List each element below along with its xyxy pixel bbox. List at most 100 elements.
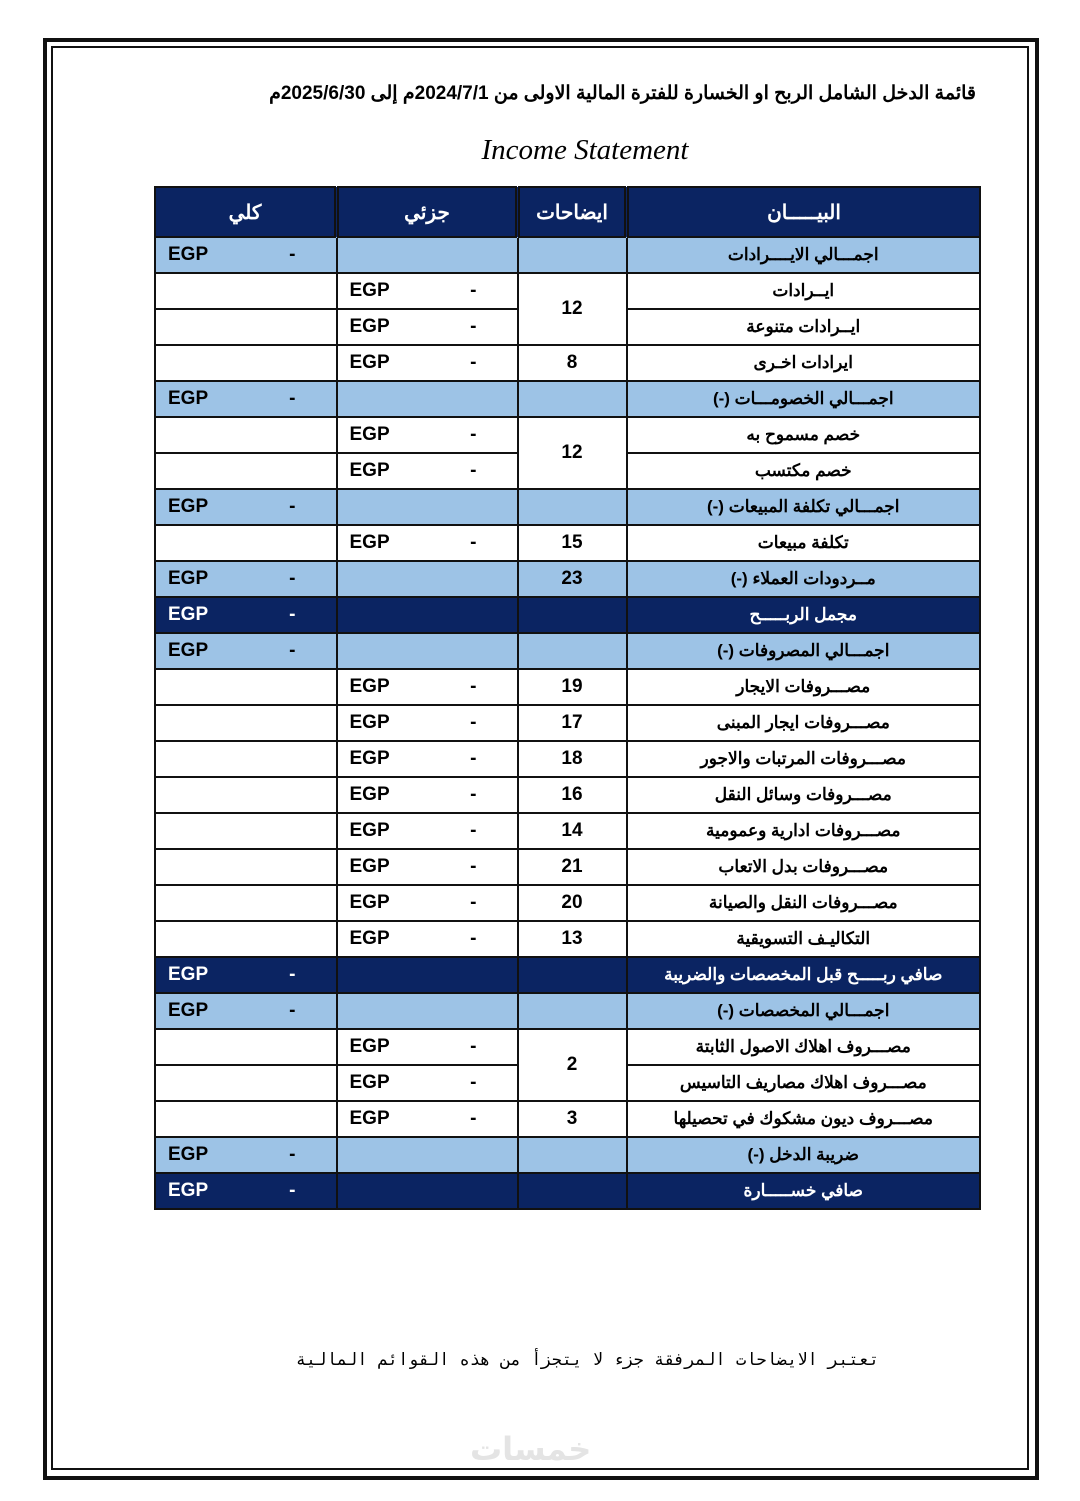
juzi-cell: EGP -: [335, 740, 519, 778]
description-cell: اجمـــالي الخصومـــات (-): [625, 380, 981, 418]
amount-value: -: [470, 1072, 477, 1093]
table-row: EGP - مجمل الربـــــح: [154, 596, 981, 634]
juzi-cell: EGP -: [335, 776, 519, 814]
note-cell: [516, 992, 628, 1030]
table-row: EGP - 23 مــردودات العملاء (-): [154, 560, 981, 598]
juzi-cell: [335, 1172, 519, 1210]
note-cell: 19: [516, 668, 628, 706]
note-cell: [516, 956, 628, 994]
description-cell: مصـــروفات النقل والصيانة: [625, 884, 981, 922]
table-row: EGP - اجمـــالي الايــــرادات: [154, 236, 981, 274]
juzi-cell: EGP -: [335, 1100, 519, 1138]
amount-value: -: [470, 316, 477, 337]
table-row: EGP - اجمـــالي المخصصات (-): [154, 992, 981, 1030]
description-cell: مصـــروفات بدل الاتعاب: [625, 848, 981, 886]
description-cell: مــردودات العملاء (-): [625, 560, 981, 598]
currency-label: EGP: [168, 1000, 209, 1021]
note-cell: 13: [516, 920, 628, 958]
kolli-cell: [154, 344, 338, 382]
description-cell: ايــرادات: [625, 272, 981, 310]
currency-label: EGP: [349, 712, 390, 733]
juzi-cell: EGP -: [335, 452, 519, 490]
table-row: EGP - ايــرادات متنوعة: [154, 308, 981, 346]
juzi-cell: EGP -: [335, 524, 519, 562]
note-cell: [516, 380, 628, 418]
kolli-cell: [154, 452, 338, 490]
juzi-cell: [335, 380, 519, 418]
amount-value: -: [470, 928, 477, 949]
amount-value: -: [470, 424, 477, 445]
amount-value: -: [470, 1036, 477, 1057]
description-cell: مصـــروفات ادارية وعمومية: [625, 812, 981, 850]
currency-label: EGP: [168, 388, 209, 409]
amount-value: -: [470, 712, 477, 733]
description-cell: مصـــروفات المرتبات والاجور: [625, 740, 981, 778]
currency-label: EGP: [349, 532, 390, 553]
amount-value: -: [470, 1108, 477, 1129]
kolli-cell: [154, 272, 338, 310]
table-row: EGP - 21 مصـــروفات بدل الاتعاب: [154, 848, 981, 886]
amount-value: -: [470, 280, 477, 301]
table-row: EGP - 3 مصـــروف ديون مشكوك في تحصيلها: [154, 1100, 981, 1138]
juzi-cell: EGP -: [335, 272, 519, 310]
currency-label: EGP: [349, 316, 390, 337]
table-row: EGP - 20 مصـــروفات النقل والصيانة: [154, 884, 981, 922]
income-statement-table: كلي جزئي ايضاحات البيـــــان EGP - اجمـــا…: [154, 186, 981, 1210]
currency-label: EGP: [168, 1180, 209, 1201]
currency-label: EGP: [168, 496, 209, 517]
currency-label: EGP: [168, 964, 209, 985]
table-row: EGP - 18 مصـــروفات المرتبات والاجور: [154, 740, 981, 778]
amount-value: -: [470, 856, 477, 877]
description-cell: خصم مسموح به: [625, 416, 981, 454]
statement-subtitle: Income Statement: [481, 134, 689, 166]
juzi-cell: EGP -: [335, 668, 519, 706]
description-cell: اجمـــالي الايــــرادات: [625, 236, 981, 274]
table-row: EGP - 14 مصـــروفات ادارية وعمومية: [154, 812, 981, 850]
kolli-cell: EGP -: [154, 632, 338, 670]
amount-value: -: [470, 352, 477, 373]
kolli-cell: [154, 524, 338, 562]
juzi-cell: EGP -: [335, 884, 519, 922]
kolli-cell: [154, 308, 338, 346]
table-row: EGP - اجمـــالي تكلفة المبيعات (-): [154, 488, 981, 526]
note-cell: 3: [516, 1100, 628, 1138]
amount-value: -: [289, 604, 296, 625]
table-row: EGP - 19 مصـــروفات الايجار: [154, 668, 981, 706]
kolli-cell: [154, 920, 338, 958]
amount-value: -: [470, 532, 477, 553]
currency-label: EGP: [349, 460, 390, 481]
currency-label: EGP: [349, 856, 390, 877]
amount-value: -: [289, 1144, 296, 1165]
note-cell: 2: [516, 1028, 628, 1102]
note-cell: [516, 632, 628, 670]
juzi-cell: [335, 956, 519, 994]
description-cell: مصـــروفات الايجار: [625, 668, 981, 706]
kolli-cell: [154, 668, 338, 706]
kolli-cell: EGP -: [154, 236, 338, 274]
juzi-cell: [335, 488, 519, 526]
amount-value: -: [470, 676, 477, 697]
juzi-cell: EGP -: [335, 848, 519, 886]
currency-label: EGP: [349, 1108, 390, 1129]
kolli-cell: [154, 776, 338, 814]
juzi-cell: [335, 1136, 519, 1174]
page-border-outer: [43, 38, 1039, 1480]
table-row: EGP - 17 مصـــروفات ايجار المبنى: [154, 704, 981, 742]
kolli-cell: EGP -: [154, 992, 338, 1030]
note-cell: 18: [516, 740, 628, 778]
amount-value: -: [470, 748, 477, 769]
table-row: EGP - 2 مصـــروف اهلاك الاصول الثابتة: [154, 1028, 981, 1102]
amount-value: -: [470, 820, 477, 841]
description-cell: التكاليـف التسويقية: [625, 920, 981, 958]
juzi-cell: [335, 236, 519, 274]
currency-label: EGP: [168, 640, 209, 661]
juzi-cell: EGP -: [335, 920, 519, 958]
description-cell: ايرادات اخـرى: [625, 344, 981, 382]
description-cell: مصـــروف ديون مشكوك في تحصيلها: [625, 1100, 981, 1138]
kolli-cell: [154, 416, 338, 454]
juzi-cell: EGP -: [335, 416, 519, 454]
amount-value: -: [289, 388, 296, 409]
note-cell: [516, 1136, 628, 1174]
note-cell: 14: [516, 812, 628, 850]
description-cell: اجمـــالي تكلفة المبيعات (-): [625, 488, 981, 526]
